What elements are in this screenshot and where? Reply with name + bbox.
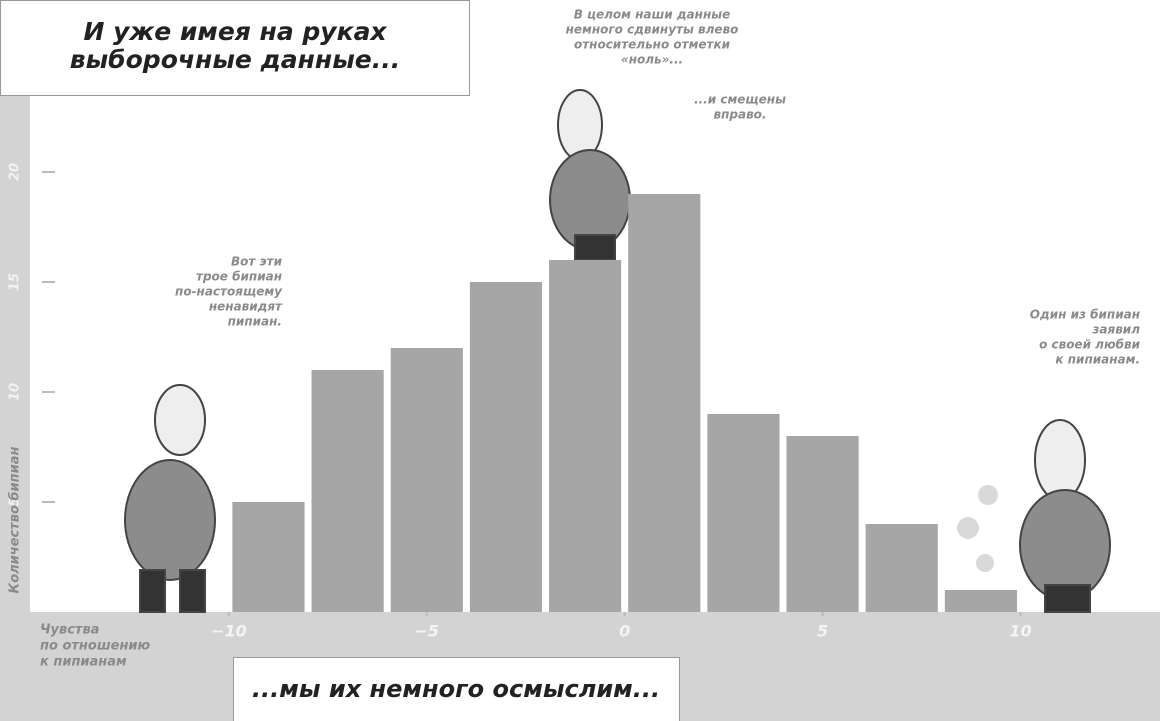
annotation: о своей любви	[1039, 338, 1141, 352]
annotation: пипиан.	[228, 315, 282, 329]
bar	[707, 414, 780, 612]
x-axis-label: к пипианам	[40, 655, 127, 670]
x-tick-label: −10	[211, 622, 247, 641]
bar	[232, 502, 305, 612]
x-tick-label: 10	[1009, 622, 1031, 641]
cartoon-center	[549, 89, 631, 261]
bar	[549, 260, 622, 612]
y-tick-label: 15	[8, 273, 23, 291]
annotation: «ноль»...	[621, 53, 683, 67]
annotation: ...и смещены	[694, 93, 786, 107]
y-tick-label: 20	[8, 163, 23, 181]
annotation: немного сдвинуты влево	[566, 23, 739, 37]
annotation: вправо.	[714, 108, 767, 122]
title-box	[0, 0, 470, 96]
annotation: Один из бипиан	[1030, 308, 1140, 322]
bar	[865, 524, 938, 612]
y-tick-label: 10	[8, 383, 23, 401]
bar	[469, 282, 543, 612]
annotation: ненавидят	[209, 300, 283, 314]
annotation: В целом наши данные	[574, 8, 730, 22]
chart-title: И уже имея на руках	[83, 17, 387, 46]
annotation: Вот эти	[231, 255, 283, 269]
subtitle: ...мы их немного осмыслим...	[252, 675, 660, 703]
x-tick-label: 0	[619, 622, 630, 641]
y-axis-label: Количество бипиан	[8, 447, 23, 594]
bar	[944, 590, 1017, 612]
annotation: к пипианам.	[1055, 353, 1140, 367]
chart-title: выборочные данные...	[70, 45, 401, 74]
annotation: трое бипиан	[196, 270, 282, 284]
annotation: относительно отметки	[574, 38, 731, 52]
x-tick-label: 5	[817, 622, 828, 641]
cartoon-right	[1019, 419, 1111, 613]
bar	[786, 436, 859, 612]
annotation: по-настоящему	[175, 285, 283, 299]
x-axis-label: по отношению	[40, 639, 151, 654]
bar	[311, 370, 384, 612]
cartoon-left	[124, 384, 216, 613]
annotation: заявил	[1091, 323, 1140, 337]
x-tick-label: −5	[415, 622, 440, 641]
x-axis-label: Чувства	[40, 623, 99, 638]
subtitle-box	[233, 657, 680, 721]
bar	[390, 348, 463, 612]
hearts	[957, 485, 998, 572]
bar	[628, 194, 701, 612]
y-tick-label: 5	[8, 497, 23, 506]
